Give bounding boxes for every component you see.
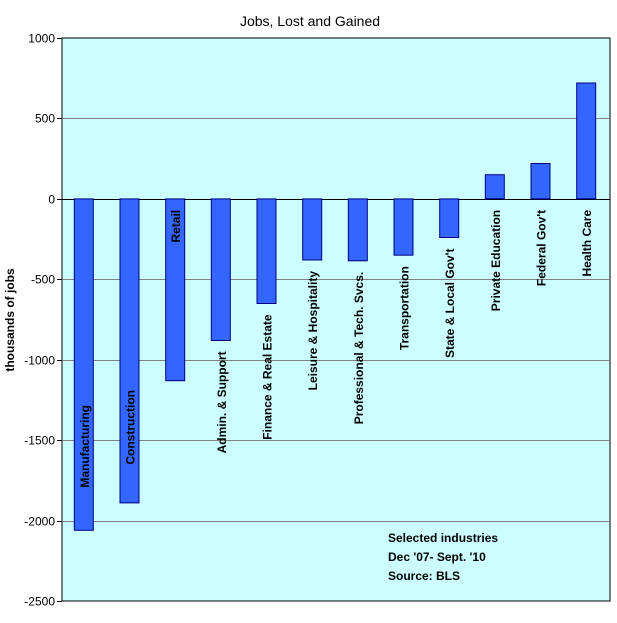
y-tick-label: -1000 [24,354,55,368]
bar [347,198,368,262]
category-label: Construction [124,390,138,465]
bar [73,198,94,531]
plot-area [61,37,611,602]
category-label: Professional & Tech. Svcs. [352,272,366,425]
y-tick-label: -2000 [24,515,55,529]
bar [119,198,140,504]
category-label: Federal Gov't [535,210,549,286]
bar [302,198,323,261]
y-tick-label: -500 [31,273,55,287]
y-tick-label: 500 [35,112,55,126]
bar [210,198,231,341]
y-tick-label: 1000 [28,32,55,46]
category-labels: Manufacturing Construction Retail Admin. & … [78,210,594,488]
y-axis-label: thousands of jobs [3,268,17,372]
y-tick-label: -1500 [24,434,55,448]
annotation: Selected industries Dec '07- Sept. '10 S… [388,531,498,583]
category-label: Leisure & Hospitality [306,271,320,391]
bar [256,198,277,304]
bar [530,163,551,200]
annotation-line-3: Source: BLS [388,569,460,583]
category-label: Manufacturing [78,405,92,488]
bar [439,198,460,238]
y-axis-ticks: 1000 500 0 -500 -1000 -1500 -2000 -2500 [24,32,62,609]
bar [393,198,414,256]
bar [165,198,186,382]
bar [576,82,597,200]
category-label: Retail [169,210,183,243]
bar [484,174,505,200]
annotation-line-1: Selected industries [388,531,498,545]
bars [73,82,597,531]
category-label: Transportation [398,266,412,350]
y-tick-label: 0 [48,193,55,207]
category-label: Admin. & Support [215,351,229,453]
category-label: Private Education [489,210,503,311]
category-label: Finance & Real Estate [261,314,275,440]
category-label: Health Care [580,210,594,277]
chart-title: Jobs, Lost and Gained [240,13,380,29]
gridlines [62,118,610,522]
category-label: State & Local Gov't [443,248,457,358]
annotation-line-2: Dec '07- Sept. '10 [388,550,486,564]
y-tick-label: -2500 [24,595,55,609]
